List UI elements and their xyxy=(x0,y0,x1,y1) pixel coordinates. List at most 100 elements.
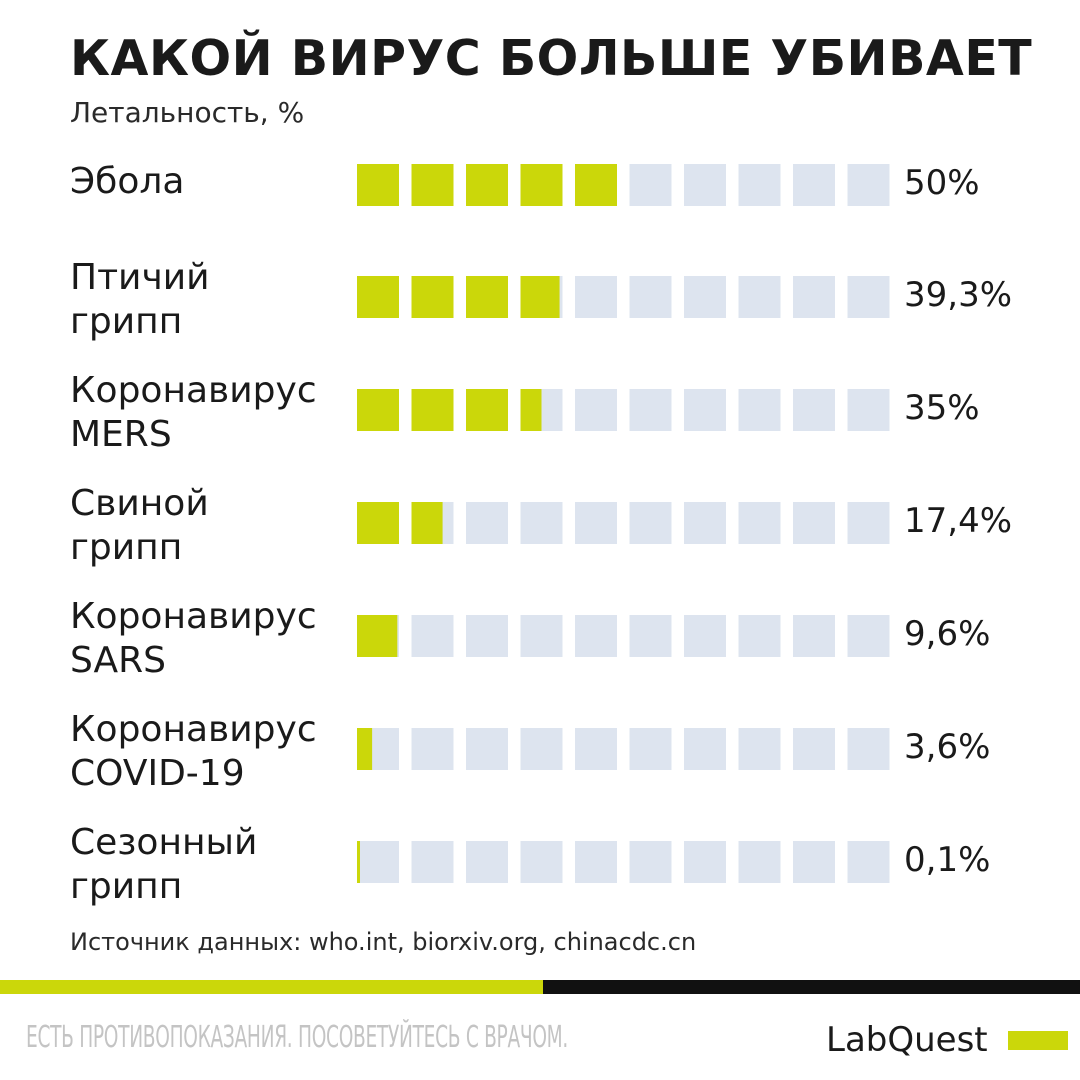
bar-square-empty xyxy=(575,841,617,883)
bar-square-empty xyxy=(684,615,726,657)
category-label-line: Сезонный xyxy=(70,822,258,863)
bar-square-empty xyxy=(793,389,835,431)
bar-square-empty xyxy=(629,841,672,883)
value-label: 9,6% xyxy=(904,614,991,654)
bar-square-filled xyxy=(520,276,560,318)
bar-square-empty xyxy=(793,728,835,770)
bar-square-empty xyxy=(847,615,890,657)
brand-logo-text: LabQuest xyxy=(826,1020,988,1060)
bar-squares xyxy=(357,276,890,318)
category-label: Птичий грипп xyxy=(70,256,340,344)
bar-square-filled xyxy=(575,164,617,206)
bar-square-filled xyxy=(357,276,399,318)
value-label: 17,4% xyxy=(904,501,1013,541)
category-label-line: SARS xyxy=(70,640,167,681)
value-label: 3,6% xyxy=(904,727,991,767)
category-label-line: COVID-19 xyxy=(70,753,245,794)
bar-square-empty xyxy=(847,164,890,206)
bar-square-empty xyxy=(738,276,781,318)
bar-square-empty xyxy=(629,389,672,431)
divider-stripe-black xyxy=(543,980,1080,994)
bar-squares xyxy=(357,164,890,206)
category-label-line: грипп xyxy=(70,866,183,907)
bar-square-empty xyxy=(684,164,726,206)
category-label-line: Птичий xyxy=(70,257,210,298)
data-source: Источник данных: who.int, biorxiv.org, c… xyxy=(70,928,697,956)
bar-square-empty xyxy=(793,276,835,318)
bar-square-empty xyxy=(520,615,563,657)
bar-square-filled xyxy=(357,389,399,431)
bar-square-empty xyxy=(847,276,890,318)
bar-square-filled xyxy=(466,276,508,318)
chart-row: Коронавирус SARS 9,6% xyxy=(0,595,1080,681)
category-label-line: MERS xyxy=(70,414,172,455)
bar-square-empty xyxy=(847,728,890,770)
category-label: Эбола xyxy=(70,160,340,204)
bar-square-empty xyxy=(738,164,781,206)
bar-square-filled xyxy=(411,164,454,206)
bar-square-empty xyxy=(629,164,672,206)
chart-row: Эбола 50% xyxy=(0,160,1080,240)
bar-square-empty xyxy=(575,728,617,770)
bar-square-empty xyxy=(466,502,508,544)
bar-square-empty xyxy=(847,502,890,544)
category-label-line: Коронавирус xyxy=(70,370,317,411)
chart-row: Сезонный грипп 0,1% xyxy=(0,821,1080,907)
bar-squares xyxy=(357,615,890,657)
category-label-line: Коронавирус xyxy=(70,709,317,750)
bar-square-empty xyxy=(738,728,781,770)
bar-square-filled xyxy=(411,502,443,544)
bar-square-filled xyxy=(411,389,454,431)
bar-square-empty xyxy=(629,276,672,318)
bar-square-empty xyxy=(793,841,835,883)
bar-square-empty xyxy=(684,502,726,544)
divider-stripe-green xyxy=(0,980,543,994)
bar-square-empty xyxy=(738,502,781,544)
bar-square-empty xyxy=(629,502,672,544)
bar-square-empty xyxy=(793,502,835,544)
bar-square-empty xyxy=(411,615,454,657)
chart-row: Свиной грипп 17,4% xyxy=(0,482,1080,568)
brand-mark xyxy=(1008,1031,1068,1050)
bar-square-empty xyxy=(793,615,835,657)
category-label: Коронавирус COVID-19 xyxy=(70,708,340,796)
bar-square-empty xyxy=(466,841,508,883)
bar-square-empty xyxy=(411,728,454,770)
bar-square-empty xyxy=(520,728,563,770)
bar-square-empty xyxy=(847,841,890,883)
bar-square-empty xyxy=(684,276,726,318)
page-title: КАКОЙ ВИРУС БОЛЬШЕ УБИВАЕТ xyxy=(70,30,1033,87)
category-label: Коронавирус MERS xyxy=(70,369,340,457)
bar-square-empty xyxy=(738,615,781,657)
category-label: Коронавирус SARS xyxy=(70,595,340,683)
bar-square-empty xyxy=(629,615,672,657)
bar-square-empty xyxy=(738,841,781,883)
chart-row: Коронавирус COVID-19 3,6% xyxy=(0,708,1080,794)
bar-square-empty xyxy=(629,728,672,770)
chart-row: Коронавирус MERS 35% xyxy=(0,369,1080,455)
disclaimer-text: ЕСТЬ ПРОТИВОПОКАЗАНИЯ. ПОСОВЕТУЙТЕСЬ С В… xyxy=(26,1020,568,1055)
bar-square-filled xyxy=(357,615,398,657)
bar-square-empty xyxy=(684,389,726,431)
bar-squares xyxy=(357,728,890,770)
bar-square-filled xyxy=(520,389,542,431)
bar-square-empty xyxy=(466,728,508,770)
bar-square-empty xyxy=(575,389,617,431)
value-label: 50% xyxy=(904,163,980,203)
bar-square-filled xyxy=(466,389,508,431)
bar-square-empty xyxy=(575,502,617,544)
bar-square-empty xyxy=(411,841,454,883)
bar-squares xyxy=(357,841,890,883)
bar-square-filled xyxy=(357,502,399,544)
bar-square-empty xyxy=(847,389,890,431)
chart-row: Птичий грипп 39,3% xyxy=(0,256,1080,342)
bar-square-empty xyxy=(793,164,835,206)
bar-square-empty xyxy=(520,502,563,544)
bar-square-empty xyxy=(738,389,781,431)
category-label-line: Эбола xyxy=(70,161,185,202)
value-label: 39,3% xyxy=(904,275,1013,315)
bar-square-empty xyxy=(684,728,726,770)
bar-squares xyxy=(357,502,890,544)
bar-square-empty xyxy=(466,615,508,657)
bar-square-filled xyxy=(357,728,373,770)
